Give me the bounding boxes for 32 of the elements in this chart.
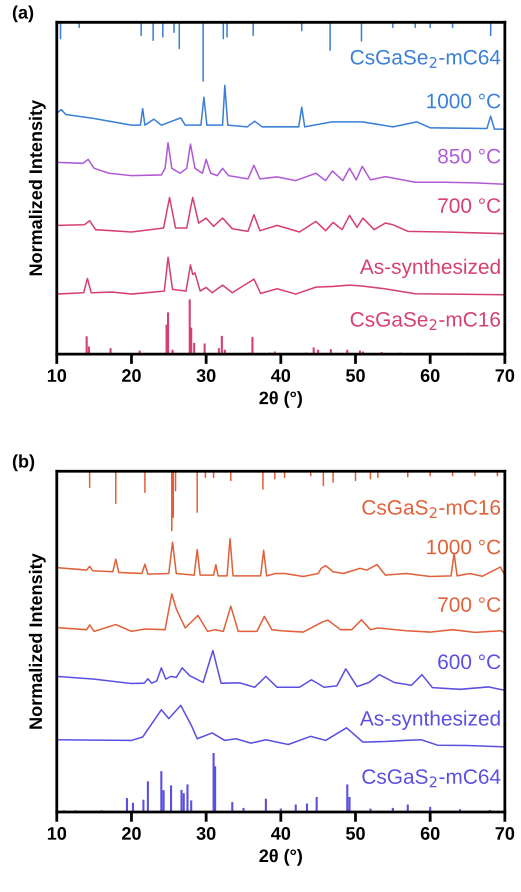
x-tick-label: 30	[196, 369, 216, 382]
series-label: CsGaSe$_{2}$-mC16	[350, 312, 500, 330]
x-tick-label: 70	[496, 827, 514, 840]
series-label: CsGaSe$_{2}$-mC64	[350, 50, 500, 68]
series-label: CsGaS$_{2}$-mC64	[362, 769, 500, 788]
x-tick-label: 10	[48, 369, 66, 382]
series-label: As-synthesized	[360, 710, 500, 730]
y-axis-title: Normalized Intensity	[28, 553, 46, 729]
series-label: 850 °C	[438, 148, 500, 164]
x-axis-title: 2θ (°)	[259, 848, 302, 866]
x-tick-label: 60	[420, 827, 440, 840]
chart-title: (b)	[12, 454, 34, 472]
x-tick-label: 50	[346, 369, 365, 382]
x-tick-label: 40	[271, 827, 290, 840]
series-label: 1000 °C	[427, 540, 500, 554]
x-tick-label: 10	[48, 827, 66, 840]
x-tick-label: 40	[271, 369, 290, 382]
x-tick-label: 50	[346, 827, 365, 840]
series-label: CsGaS$_{2}$-mC16	[362, 500, 500, 518]
x-axis-title: 2θ (°)	[259, 391, 302, 408]
x-tick-label: 70	[496, 369, 514, 382]
x-tick-label: 60	[420, 369, 440, 382]
x-tick-label: 20	[122, 369, 141, 382]
series-label: 700 °C	[438, 597, 500, 612]
series-label: 700 °C	[438, 198, 500, 213]
x-tick-label: 20	[122, 827, 141, 840]
y-axis-title: Normalized Intensity	[28, 100, 46, 276]
series-label: As-synthesized	[360, 258, 500, 278]
series-label: 1000 °C	[427, 94, 500, 108]
series-label: 600 °C	[438, 654, 500, 670]
x-tick-label: 30	[196, 827, 216, 840]
chart-title: (a)	[12, 5, 34, 22]
